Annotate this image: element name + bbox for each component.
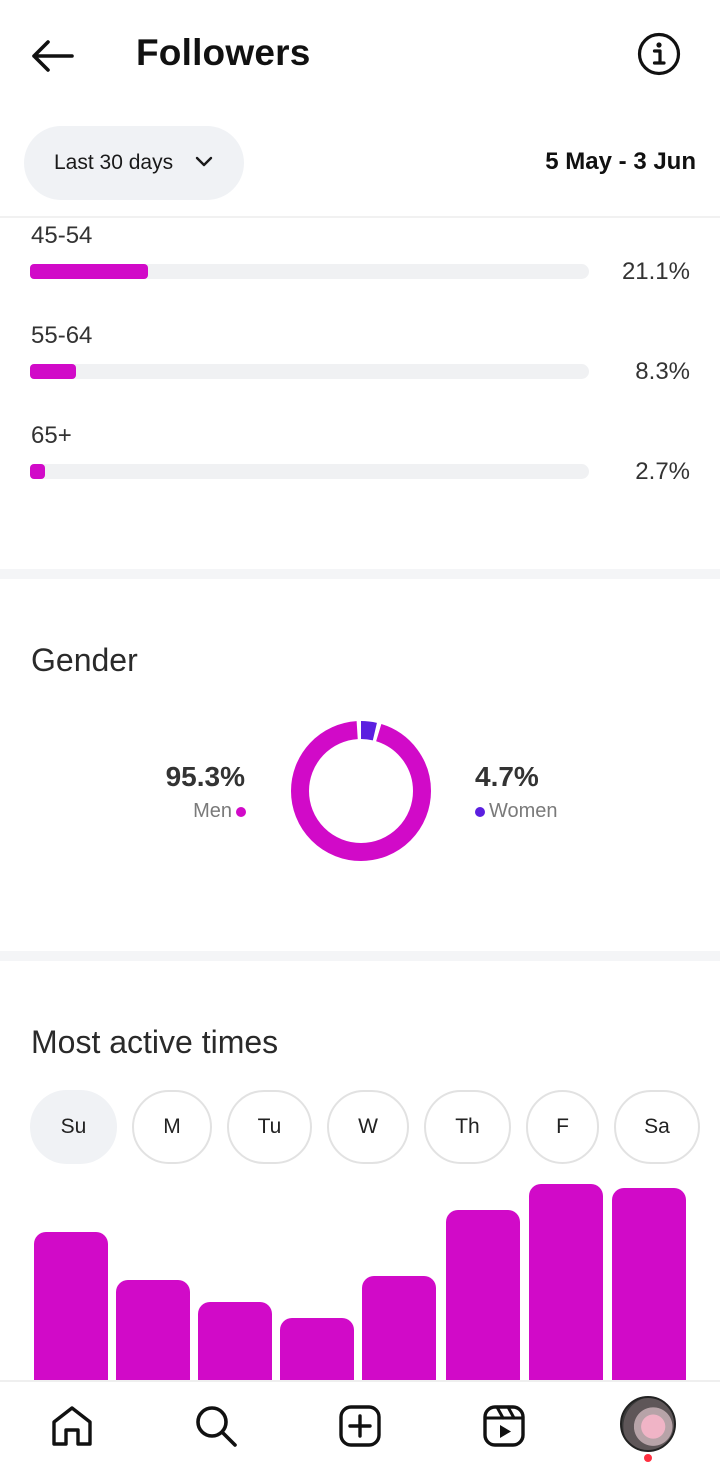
bottom-navigation bbox=[0, 1380, 720, 1477]
day-tab-sa[interactable]: Sa bbox=[614, 1090, 700, 1164]
age-percent: 2.7% bbox=[635, 458, 690, 485]
filter-row: Last 30 days 5 May - 3 Jun bbox=[0, 126, 720, 200]
create-icon[interactable] bbox=[336, 1402, 384, 1450]
search-icon[interactable] bbox=[192, 1402, 240, 1450]
gender-section-title: Gender bbox=[31, 642, 138, 678]
age-percent: 21.1% bbox=[621, 258, 690, 285]
age-bar-fill bbox=[30, 264, 148, 279]
activity-bar bbox=[34, 1232, 108, 1380]
donut-women-segment bbox=[291, 721, 431, 861]
info-icon[interactable] bbox=[636, 31, 682, 77]
women-legend-dot bbox=[475, 806, 485, 817]
date-range-dropdown-label: Last 30 days bbox=[54, 151, 174, 174]
age-bar-fill bbox=[30, 364, 76, 379]
notification-dot bbox=[644, 1454, 652, 1462]
day-tab-th[interactable]: Th bbox=[424, 1090, 511, 1164]
day-tab-w[interactable]: W bbox=[327, 1090, 409, 1164]
age-bar-track bbox=[30, 364, 589, 379]
gender-donut-chart bbox=[291, 721, 431, 861]
women-legend-label: Women bbox=[489, 800, 558, 822]
top-bar: Followers bbox=[0, 0, 720, 110]
women-legend: Women bbox=[475, 800, 558, 823]
men-legend-label: Men bbox=[193, 800, 232, 822]
home-icon[interactable] bbox=[48, 1402, 96, 1450]
date-range-dropdown[interactable]: Last 30 days bbox=[24, 126, 244, 200]
activity-bar bbox=[280, 1318, 354, 1380]
age-row: 45-54 21.1% bbox=[0, 222, 720, 312]
age-bar-track bbox=[30, 264, 589, 279]
age-bar-fill bbox=[30, 464, 45, 479]
activity-bar bbox=[116, 1280, 190, 1380]
men-legend: Men bbox=[193, 800, 246, 823]
age-label: 55-64 bbox=[31, 322, 93, 349]
section-separator bbox=[0, 569, 720, 579]
day-tab-tu[interactable]: Tu bbox=[227, 1090, 312, 1164]
day-tab-m[interactable]: M bbox=[132, 1090, 212, 1164]
day-tab-su[interactable]: Su bbox=[30, 1090, 117, 1164]
age-label: 65+ bbox=[31, 422, 72, 449]
activity-bar bbox=[529, 1184, 603, 1380]
most-active-times-title: Most active times bbox=[31, 1024, 279, 1060]
activity-bar bbox=[446, 1210, 520, 1380]
activity-bar bbox=[362, 1276, 436, 1380]
section-separator bbox=[0, 951, 720, 961]
active-times-bar-chart bbox=[0, 1180, 720, 1380]
age-row: 65+ 2.7% bbox=[0, 422, 720, 512]
men-percent: 95.3% bbox=[165, 761, 245, 792]
date-range-text: 5 May - 3 Jun bbox=[545, 148, 696, 175]
donut-men-segment bbox=[291, 721, 431, 861]
day-tab-f[interactable]: F bbox=[526, 1090, 599, 1164]
age-percent: 8.3% bbox=[635, 358, 690, 385]
reels-icon[interactable] bbox=[480, 1402, 528, 1450]
women-percent: 4.7% bbox=[475, 761, 539, 792]
chevron-down-icon bbox=[194, 152, 214, 172]
page-title: Followers bbox=[136, 32, 311, 73]
divider bbox=[0, 216, 720, 218]
men-legend-dot bbox=[236, 806, 246, 817]
age-bar-track bbox=[30, 464, 589, 479]
age-label: 45-54 bbox=[31, 222, 93, 249]
profile-avatar[interactable] bbox=[620, 1396, 676, 1452]
activity-bar bbox=[198, 1302, 272, 1380]
age-row: 55-64 8.3% bbox=[0, 322, 720, 412]
activity-bar bbox=[612, 1188, 686, 1380]
back-arrow-icon[interactable] bbox=[28, 34, 76, 78]
